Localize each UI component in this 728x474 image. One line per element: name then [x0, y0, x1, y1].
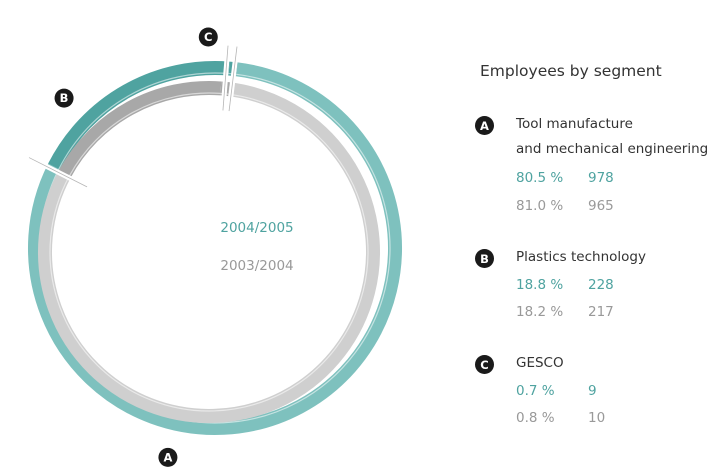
legend-badge-a: A: [475, 116, 494, 135]
ring-arc-highlight-current-b: [58, 72, 229, 170]
legend-c-current-percent: 0.7 %: [516, 383, 555, 399]
legend-a-previous-count: 965: [588, 198, 614, 214]
ring-badge-b: B: [54, 88, 74, 108]
ring-arc-previous-b: [58, 81, 222, 177]
ring-arc-highlight-previous-a: [49, 93, 369, 412]
ring-arc-previous-a: [38, 82, 380, 423]
separator-c-a-line: [228, 46, 238, 112]
legend-b-current-percent: 18.8 %: [516, 277, 564, 293]
separator-b-c-line: [222, 45, 229, 111]
svg-text:C: C: [204, 30, 212, 44]
ring-badge-a: A: [158, 447, 178, 467]
legend-name-b: Plastics technology: [516, 249, 646, 265]
legend-c-current-count: 9: [588, 383, 597, 399]
ring-arc-current-b: [48, 61, 230, 170]
center-label-current: 2004/2005: [220, 220, 294, 236]
legend-a-current-percent: 80.5 %: [516, 170, 564, 186]
svg-text:A: A: [163, 450, 172, 464]
legend-a-previous-percent: 81.0 %: [516, 198, 564, 214]
center-label-previous: 2003/2004: [220, 258, 294, 274]
legend-name-a-line2: and mechanical engineering: [516, 141, 709, 157]
chart-title: Employees by segment: [480, 62, 662, 80]
ring-arc-highlight-previous-b: [68, 92, 221, 177]
legend-c-previous-count: 10: [588, 410, 606, 426]
legend-b-previous-percent: 18.2 %: [516, 304, 564, 320]
legend-name-a-line1: Tool manufacture: [516, 116, 633, 132]
legend-b-current-count: 228: [588, 277, 614, 293]
legend-c-previous-percent: 0.8 %: [516, 410, 555, 426]
svg-text:B: B: [60, 91, 69, 105]
legend-a-current-count: 978: [588, 170, 614, 186]
legend-badge-b: B: [475, 249, 494, 268]
legend-badge-c: C: [475, 355, 494, 374]
legend-name-c: GESCO: [516, 355, 564, 371]
ring-badge-c: C: [198, 27, 218, 47]
separator-a-b-line: [28, 157, 88, 188]
ring-arc-current-a: [28, 62, 402, 435]
legend-b-previous-count: 217: [588, 304, 614, 320]
